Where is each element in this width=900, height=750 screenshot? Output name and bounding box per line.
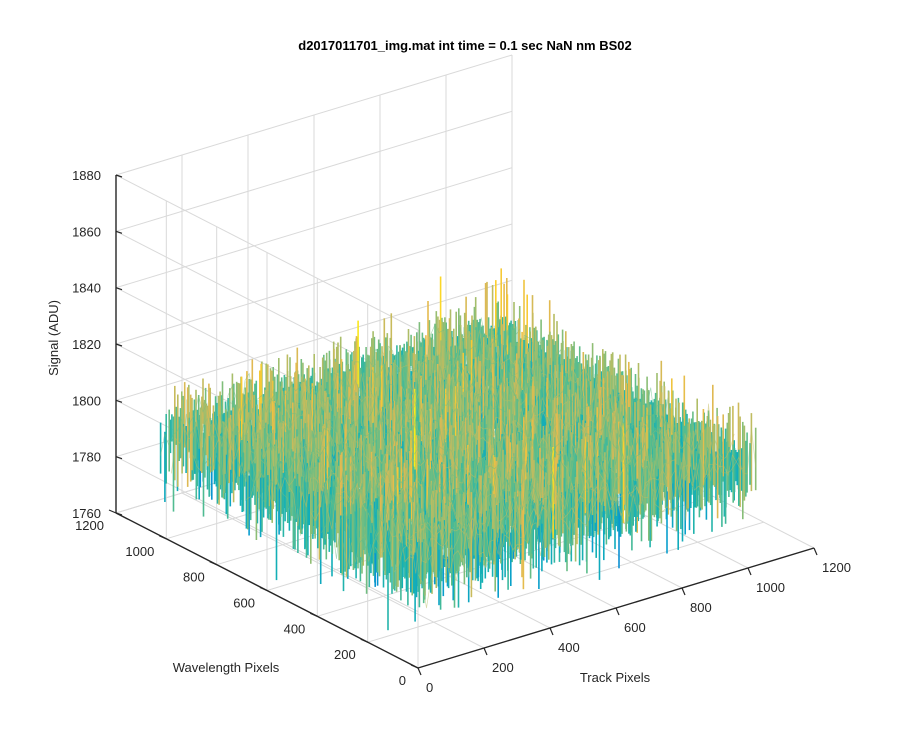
x-tick-label: 600 xyxy=(624,620,646,635)
surface-plot xyxy=(159,268,757,631)
y-axis-tick xyxy=(259,586,268,592)
surface-mesh-line xyxy=(278,370,617,520)
surface-mesh-line xyxy=(374,403,714,555)
x-tick-label: 200 xyxy=(492,660,514,675)
x-tick-label: 0 xyxy=(426,680,433,695)
z-tick-label: 1880 xyxy=(72,168,101,183)
x-tick-label: 1200 xyxy=(822,560,851,575)
z-axis-tick xyxy=(115,512,123,516)
z-tick-label: 1860 xyxy=(72,224,101,239)
y-axis-label: Wavelength Pixels xyxy=(173,660,280,675)
surface-mesh-line xyxy=(235,348,574,483)
x-axis-tick xyxy=(483,647,488,656)
surface-mesh-line xyxy=(192,328,531,472)
surface-mesh-line xyxy=(364,428,703,562)
chart-title: d2017011701_img.mat int time = 0.1 sec N… xyxy=(298,38,631,53)
x-axis-tick xyxy=(615,607,620,616)
surface-mesh-line xyxy=(385,430,724,579)
x-axis-tick xyxy=(747,567,752,576)
surface-mesh-line xyxy=(203,329,542,476)
surface-mesh-line xyxy=(160,317,499,456)
z-tick-label: 1760 xyxy=(72,506,101,521)
x-axis-tick xyxy=(417,667,422,676)
y-axis-tick xyxy=(108,509,117,514)
surface-mesh-line xyxy=(407,441,746,575)
z-axis-tick xyxy=(115,456,123,460)
x-tick-label: 400 xyxy=(558,640,580,655)
y-axis-tick xyxy=(159,535,167,540)
surface-mesh-line xyxy=(353,414,692,550)
surface-mesh-line xyxy=(342,397,681,568)
z-tick-label: 1840 xyxy=(72,281,101,296)
y-tick-label: 600 xyxy=(233,596,255,611)
z-axis-tick xyxy=(115,174,123,178)
surface-mesh-line xyxy=(299,393,638,540)
z-tick-label: 1800 xyxy=(72,393,101,408)
y-tick-label: 800 xyxy=(183,570,205,585)
x-axis-tick xyxy=(681,587,686,596)
z-axis-tick xyxy=(115,287,123,291)
x-tick-label: 1000 xyxy=(756,580,785,595)
surface-mesh-line xyxy=(331,403,671,559)
y-axis-tick xyxy=(360,638,368,643)
surface-mesh-line xyxy=(289,383,628,527)
surface-mesh-line xyxy=(310,398,649,530)
x-axis-tick xyxy=(549,627,554,636)
surface-mesh-line xyxy=(267,365,606,506)
surface-mesh-line xyxy=(224,351,563,489)
grid-line-y-floor xyxy=(367,521,764,643)
y-tick-label: 1200 xyxy=(75,518,104,533)
z-tick-label: 1820 xyxy=(72,337,101,352)
surface-mesh-line xyxy=(256,368,596,505)
z-axis-label: Signal (ADU) xyxy=(46,300,61,376)
axes xyxy=(108,174,818,676)
tick-labels: 0 200 400 600 800 1000 1200 0 200 400 600 800 1000 12… xyxy=(72,168,851,695)
z-axis-tick xyxy=(115,399,123,403)
y-axis-tick xyxy=(209,561,217,566)
x-tick-label: 800 xyxy=(690,600,712,615)
x-axis-label: Track Pixels xyxy=(580,670,651,685)
z-axis-tick xyxy=(115,230,123,234)
y-tick-label: 0 xyxy=(399,673,406,688)
surface-mesh-line xyxy=(213,339,552,483)
z-axis-tick xyxy=(115,343,123,347)
surface-mesh-line xyxy=(246,362,585,501)
y-axis-tick xyxy=(310,612,318,617)
z-tick-label: 1780 xyxy=(72,450,101,465)
y-tick-label: 1000 xyxy=(125,544,154,559)
y-tick-label: 400 xyxy=(284,621,306,636)
surface-mesh-line xyxy=(171,315,510,474)
y-axis-tick xyxy=(410,664,419,669)
surface-mesh-line xyxy=(181,324,520,470)
x-axis-tick xyxy=(813,547,818,556)
y-tick-label: 200 xyxy=(334,647,356,662)
